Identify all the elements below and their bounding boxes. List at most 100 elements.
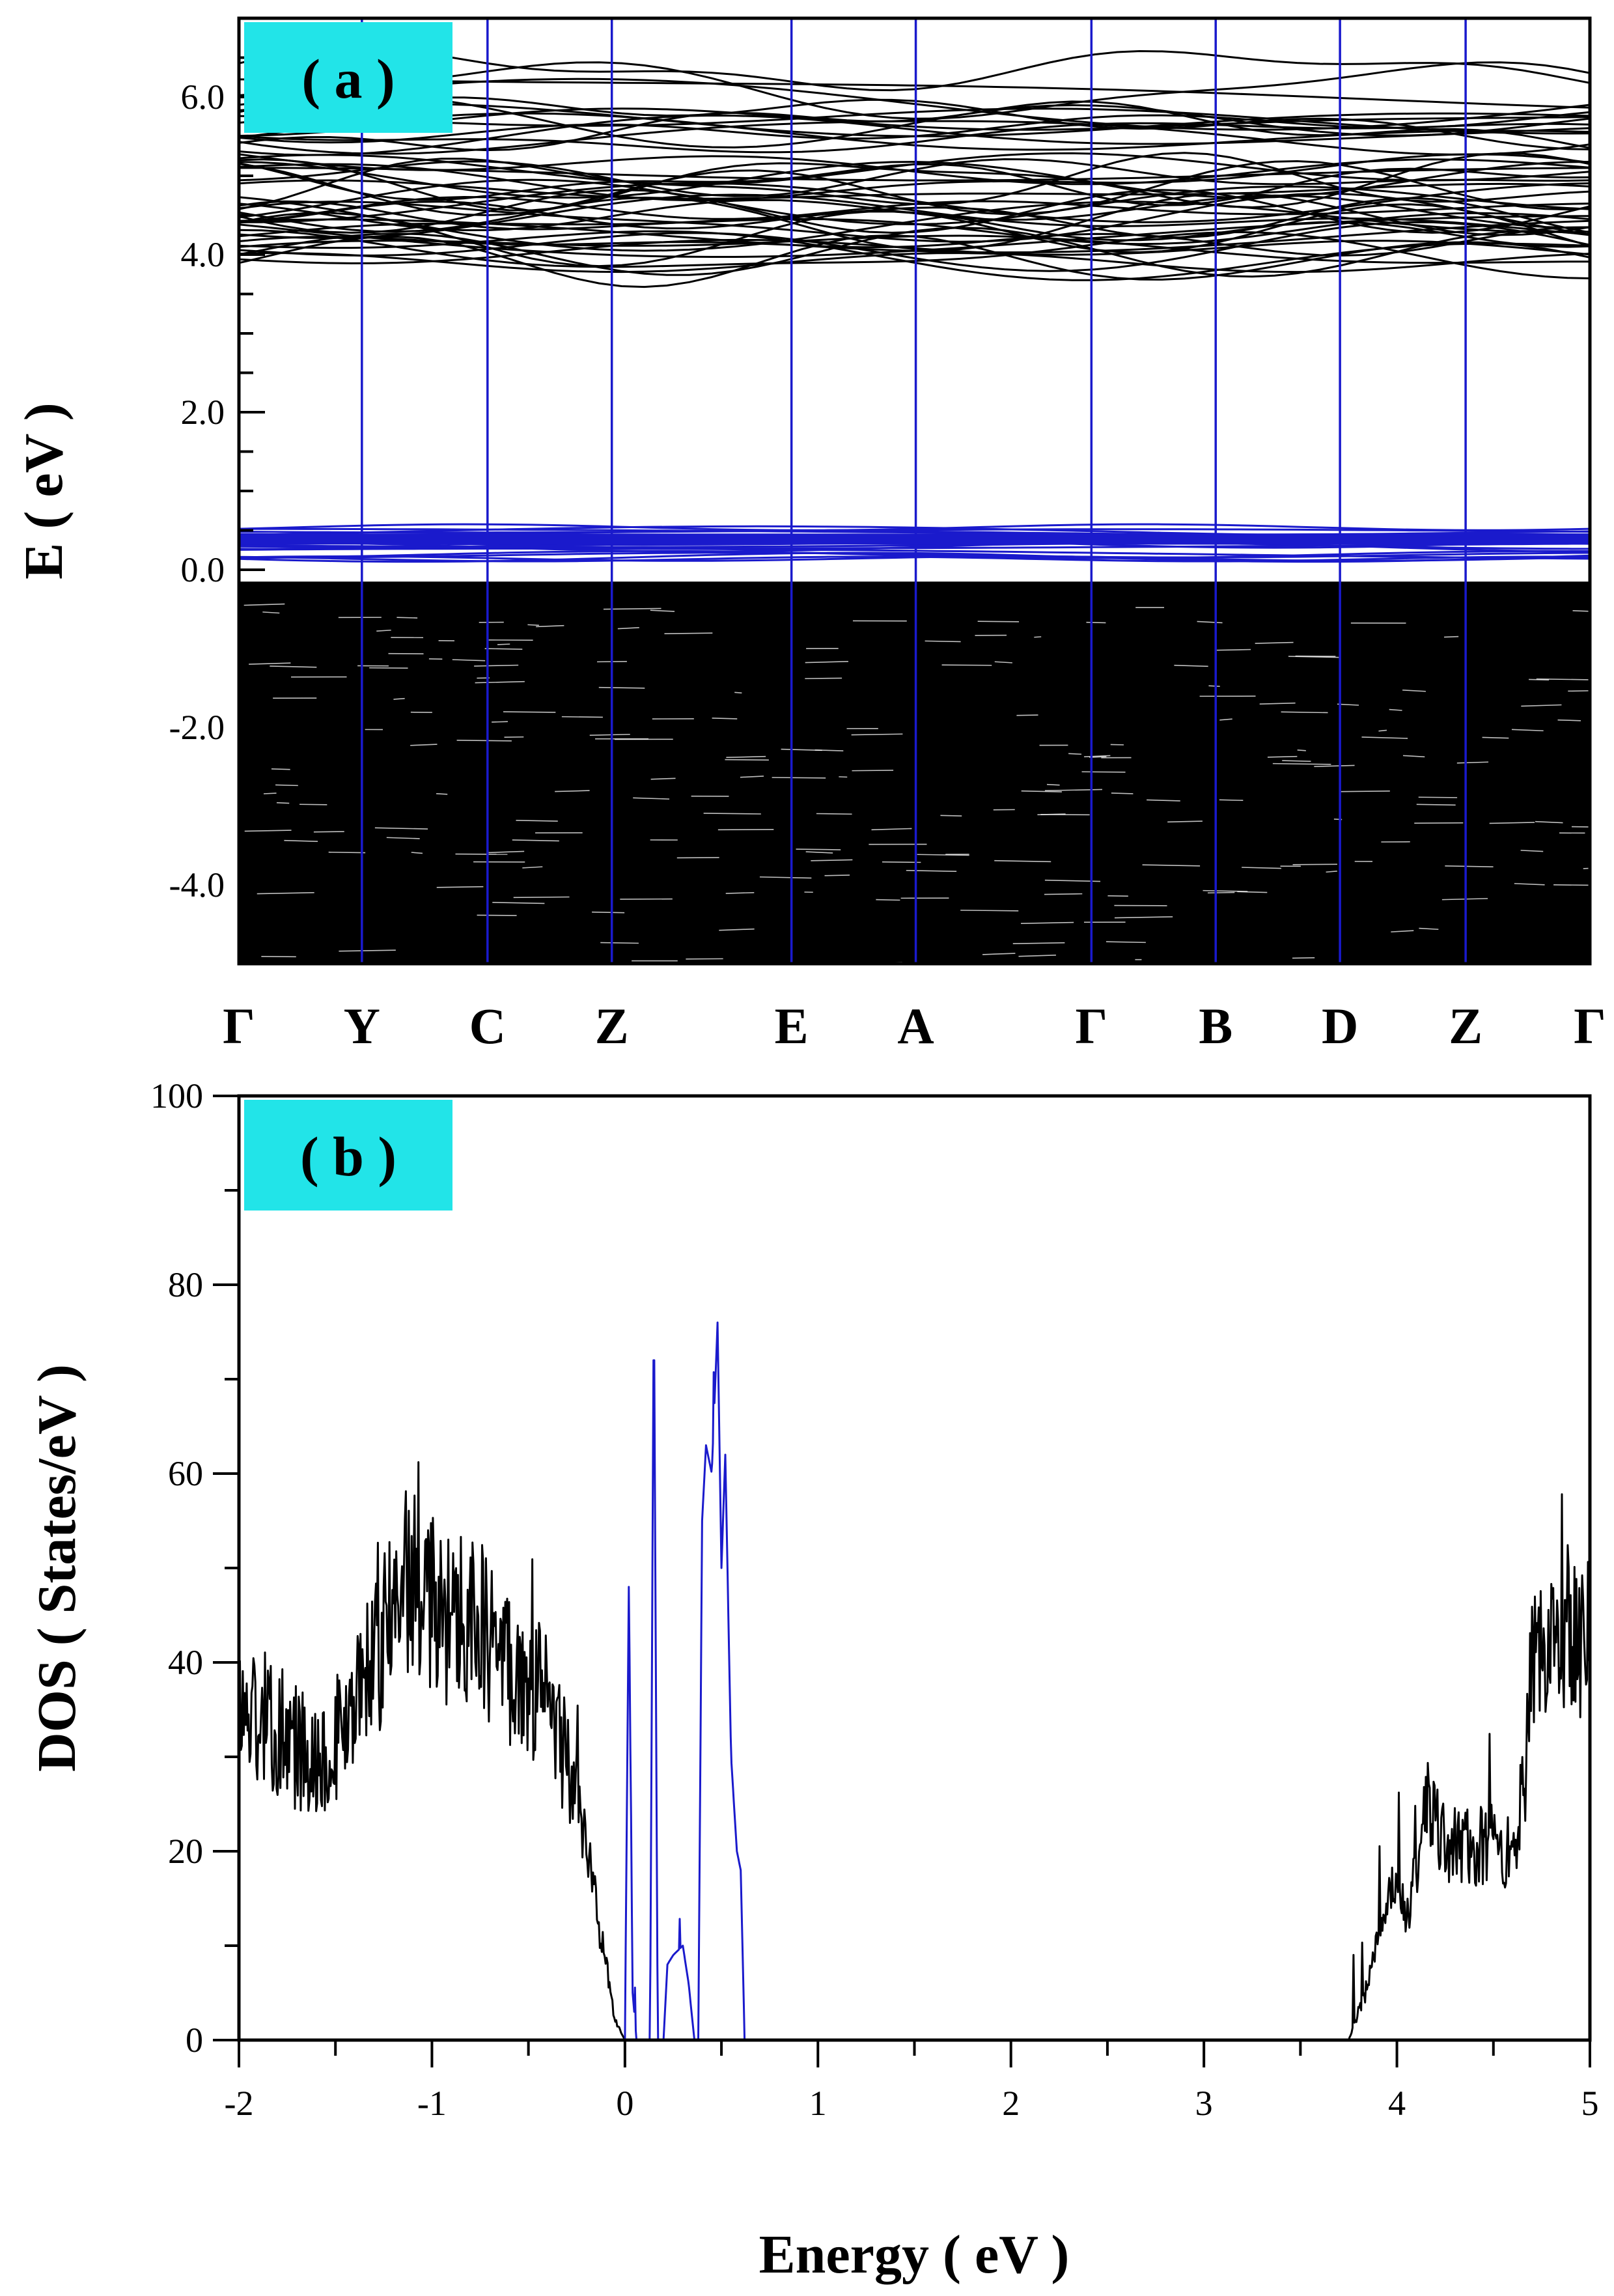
valence-band-line	[740, 776, 764, 778]
valence-band-line	[1174, 664, 1208, 667]
valence-band-line	[1418, 796, 1458, 798]
conduction-band-line	[239, 46, 1590, 92]
valence-band-line	[244, 830, 292, 832]
dos-y-tick-label: 80	[168, 1265, 203, 1304]
conduction-band-line	[239, 227, 1590, 278]
valence-band-line	[882, 861, 921, 863]
valence-band-line	[270, 665, 317, 668]
band-lines	[239, 46, 1590, 964]
valence-band-line	[516, 819, 558, 822]
valence-band-line	[1391, 930, 1414, 932]
conduction-band-line	[239, 96, 1590, 150]
conduction-band-line	[239, 77, 1590, 131]
valence-band-line	[994, 860, 1051, 863]
valence-band-line	[703, 813, 761, 815]
valence-band-line	[243, 603, 285, 606]
valence-band-line	[982, 953, 1016, 955]
valence-band-line	[1445, 865, 1494, 868]
band-y-axis-title: E ( eV )	[14, 402, 74, 579]
valence-band-line	[262, 611, 280, 614]
conduction-band-line	[239, 226, 1590, 257]
impurity-band-line	[239, 523, 1590, 531]
valence-band-line	[650, 777, 676, 780]
valence-band-line	[1514, 883, 1545, 886]
dos-panel-label-badge: ( b )	[244, 1100, 452, 1211]
valence-band-line	[871, 828, 912, 831]
conduction-band-line	[239, 179, 1590, 200]
valence-band-line	[805, 851, 833, 854]
band-y-tick-label: -4.0	[169, 865, 225, 904]
valence-band-line	[1288, 656, 1339, 658]
conduction-band-line	[239, 178, 1590, 226]
valence-band-line	[1402, 689, 1426, 692]
valence-band-line	[487, 850, 525, 854]
conduction-band-line	[239, 230, 1590, 281]
valence-band-line	[940, 815, 962, 817]
dos-y-tick-label: 60	[168, 1454, 203, 1493]
impurity-band-line	[239, 550, 1590, 559]
valence-band-line	[339, 949, 396, 952]
valence-band-line	[1402, 755, 1425, 758]
valence-band-line	[1142, 864, 1201, 867]
valence-band-line	[271, 768, 290, 770]
valence-band-line	[1419, 927, 1439, 931]
valence-band-line	[759, 876, 812, 879]
valence-band-line	[1084, 755, 1111, 758]
valence-band-line	[650, 609, 675, 612]
impurity-band-line	[239, 552, 1590, 559]
conduction-band-line	[239, 192, 1590, 243]
dos-panel: -2 -1 0 1 2 3 4 5 0 20 40 60 80 100 ( b ) DOS ( Stat…	[27, 1076, 1599, 2285]
conduction-band-line	[239, 192, 1590, 251]
conduction-band-line	[239, 221, 1590, 272]
valence-band-line	[1340, 791, 1390, 792]
dos-x-tick-label: 4	[1388, 2084, 1406, 2123]
dos-y-tick-label: 100	[150, 1076, 203, 1115]
valence-band-line	[1259, 702, 1296, 705]
valence-band-line	[600, 942, 639, 944]
valence-band-line	[712, 717, 738, 720]
impurity-band-line	[239, 541, 1590, 553]
conduction-band-line	[239, 193, 1590, 240]
valence-band-line	[960, 910, 1019, 912]
valence-band-line	[513, 896, 570, 899]
dos-y-tick-label: 0	[186, 2021, 203, 2060]
dos-x-tick-label: 1	[809, 2084, 827, 2123]
impurity-band-line	[239, 555, 1590, 563]
dos-x-axis: -2 -1 0 1 2 3 4 5	[225, 2040, 1599, 2123]
valence-band-line	[527, 624, 539, 626]
dos-x-tick-label: 3	[1195, 2084, 1213, 2123]
valence-band-line	[1571, 826, 1590, 828]
valence-band-line	[1529, 679, 1550, 681]
valence-band-line	[876, 899, 900, 901]
conduction-band-line	[239, 114, 1590, 156]
valence-band-line	[374, 827, 428, 830]
band-structure-panel: -4.0 -2.0 0.0 2.0 4.0 6.0 Γ Y C Z E A Γ B D Z Γ ( a ) E…	[14, 16, 1606, 1054]
valence-band-line	[726, 755, 766, 759]
valence-band-line	[1536, 678, 1590, 680]
valence-band-line	[852, 770, 894, 772]
k-point-label: Γ	[1574, 998, 1606, 1054]
valence-band-line	[257, 892, 314, 895]
dos-y-tick-label: 20	[168, 1832, 203, 1871]
valence-band-line	[1553, 884, 1590, 886]
dos-y-axis-title: DOS ( States/eV )	[27, 1364, 87, 1772]
valence-band-line	[561, 716, 603, 718]
band-y-tick-label: 6.0	[181, 77, 225, 117]
valence-band-line	[276, 802, 290, 804]
valence-band-line	[1456, 761, 1489, 764]
valence-band-line	[994, 661, 1012, 664]
conduction-band-line	[239, 182, 1590, 223]
valence-band-line	[1012, 942, 1065, 944]
valence-band-line	[1237, 891, 1268, 893]
valence-band-line	[1197, 621, 1223, 624]
valence-band-line	[805, 677, 842, 679]
band-y-tick-label: 4.0	[181, 235, 225, 274]
valence-band-line	[1219, 718, 1232, 721]
valence-band-line	[1378, 729, 1387, 732]
valence-band-line	[1018, 954, 1056, 957]
dos-impurity-curve	[624, 1321, 746, 2040]
valence-band-line	[1416, 804, 1456, 806]
band-y-tick-label: 2.0	[181, 393, 225, 432]
conduction-band-line	[239, 195, 1590, 223]
